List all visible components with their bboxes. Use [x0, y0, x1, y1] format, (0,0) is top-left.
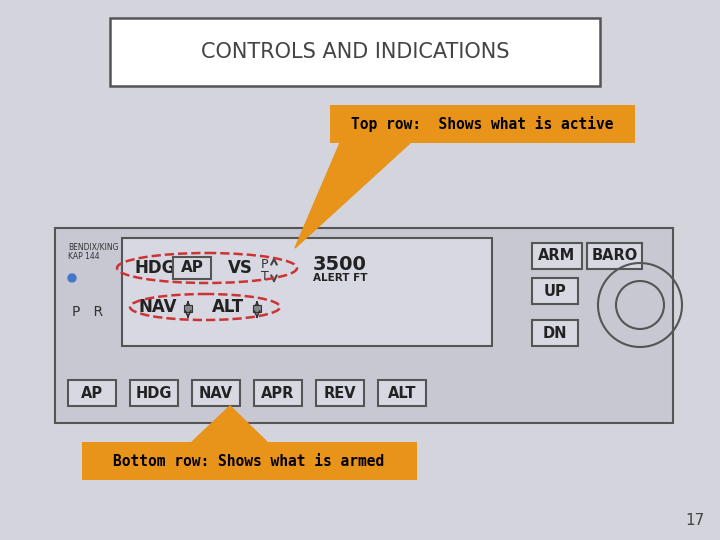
FancyBboxPatch shape [82, 442, 417, 480]
Text: T: T [261, 271, 269, 284]
Text: NAV: NAV [199, 386, 233, 401]
Text: P: P [261, 258, 269, 271]
FancyBboxPatch shape [330, 105, 635, 143]
Text: AP: AP [81, 386, 103, 401]
FancyBboxPatch shape [253, 305, 261, 312]
Text: P   R: P R [72, 305, 103, 319]
FancyBboxPatch shape [254, 380, 302, 406]
Text: BARO: BARO [591, 248, 638, 264]
FancyBboxPatch shape [173, 257, 211, 279]
FancyBboxPatch shape [532, 243, 582, 269]
Polygon shape [295, 143, 410, 248]
Text: ALT: ALT [212, 298, 244, 316]
Text: Bottom row: Shows what is armed: Bottom row: Shows what is armed [113, 454, 384, 469]
FancyBboxPatch shape [192, 380, 240, 406]
FancyBboxPatch shape [587, 243, 642, 269]
Text: ALT: ALT [388, 386, 416, 401]
Text: ALERT FT: ALERT FT [312, 273, 367, 283]
FancyBboxPatch shape [532, 320, 578, 346]
FancyBboxPatch shape [110, 18, 600, 86]
Text: KAP 144: KAP 144 [68, 252, 99, 261]
FancyBboxPatch shape [532, 278, 578, 304]
Text: 3500: 3500 [313, 254, 367, 273]
Text: VS: VS [228, 259, 253, 277]
FancyBboxPatch shape [130, 380, 178, 406]
Text: ARM: ARM [539, 248, 575, 264]
Text: REV: REV [324, 386, 356, 401]
FancyBboxPatch shape [316, 380, 364, 406]
Text: NAV: NAV [139, 298, 177, 316]
FancyBboxPatch shape [184, 305, 192, 312]
FancyBboxPatch shape [378, 380, 426, 406]
FancyBboxPatch shape [68, 380, 116, 406]
Text: APR: APR [261, 386, 294, 401]
Text: HDG: HDG [136, 386, 172, 401]
Text: UP: UP [544, 284, 567, 299]
Text: DN: DN [543, 326, 567, 341]
Text: 17: 17 [685, 513, 705, 528]
FancyBboxPatch shape [55, 228, 673, 423]
Text: CONTROLS AND INDICATIONS: CONTROLS AND INDICATIONS [201, 42, 509, 62]
Text: Top row:  Shows what is active: Top row: Shows what is active [351, 116, 613, 132]
Circle shape [68, 274, 76, 282]
Text: HDG: HDG [135, 259, 176, 277]
Text: BENDIX/KING: BENDIX/KING [68, 243, 119, 252]
FancyBboxPatch shape [122, 238, 492, 346]
Text: AP: AP [181, 260, 204, 275]
Polygon shape [192, 406, 267, 442]
